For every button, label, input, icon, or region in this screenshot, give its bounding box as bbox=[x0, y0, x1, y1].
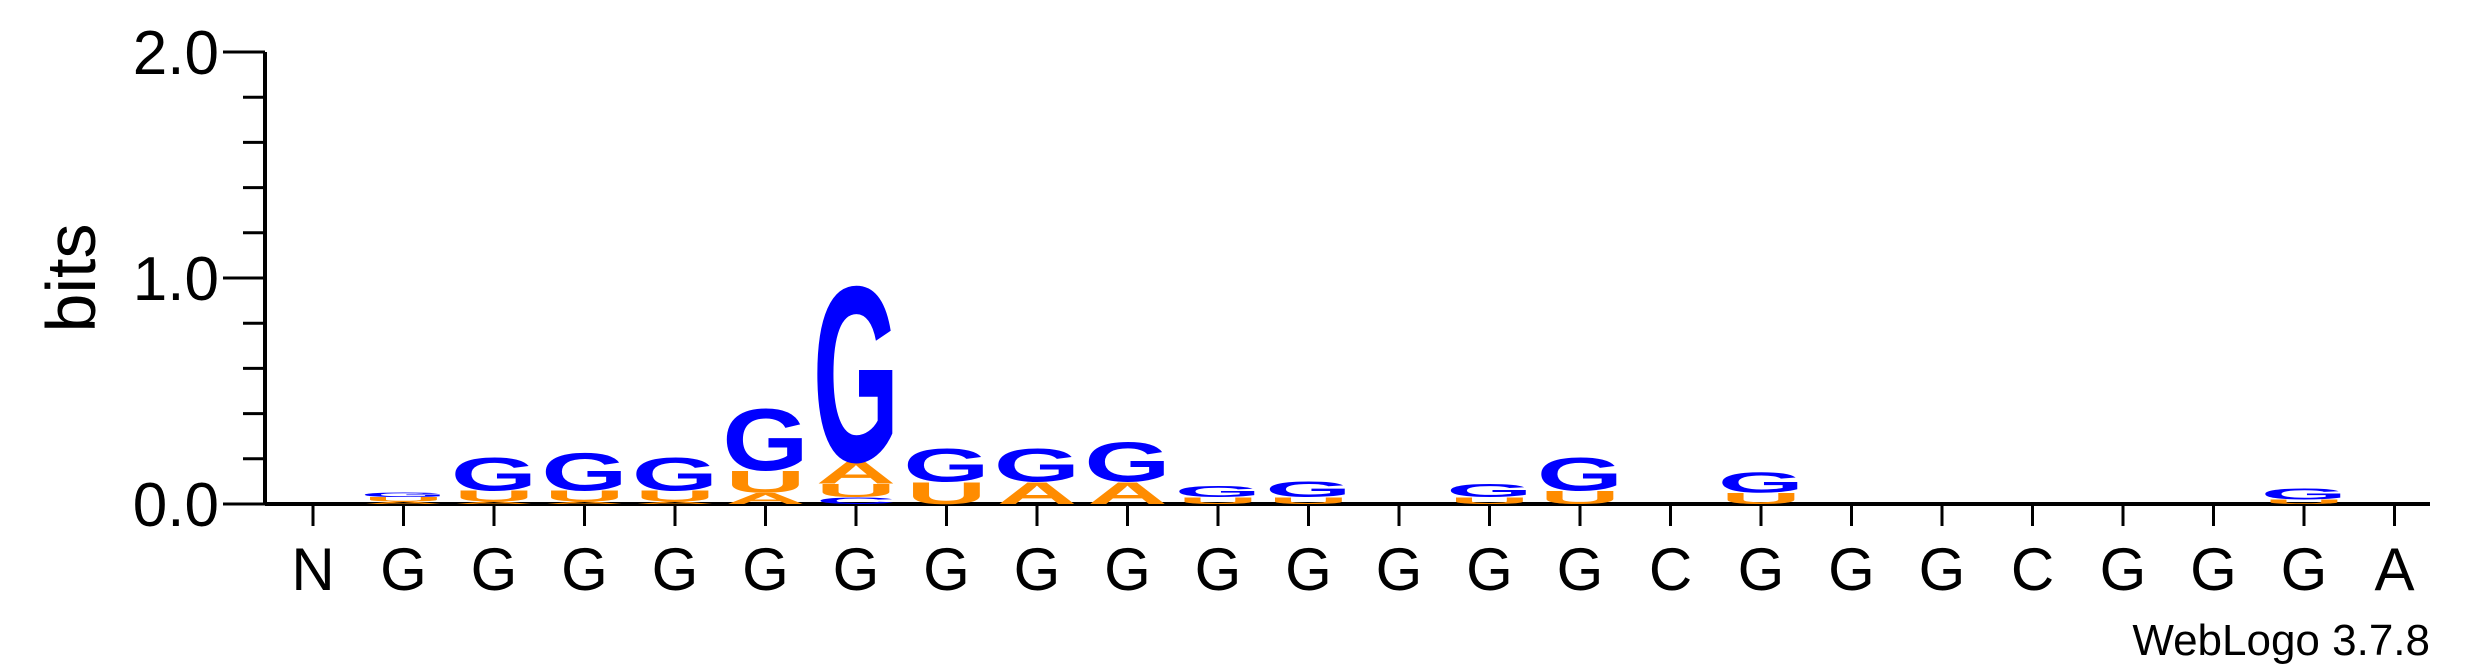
logo-letter-G: G bbox=[903, 439, 989, 491]
logo-letter-A: A bbox=[1087, 476, 1167, 511]
x-tick-label: A bbox=[2374, 536, 2414, 603]
y-tick-label: 2.0 bbox=[133, 19, 219, 88]
logo-letter-A: A bbox=[997, 476, 1077, 511]
x-tick-label: C bbox=[1649, 536, 1692, 603]
y-tick-label: 0.0 bbox=[133, 471, 219, 540]
logo-letter-U: U bbox=[1178, 496, 1258, 507]
logo-letter-U: U bbox=[816, 480, 896, 501]
logo-letter-G: G bbox=[2261, 485, 2347, 503]
logo-letter-U: U bbox=[906, 476, 986, 511]
logo-letter-A: A bbox=[816, 456, 896, 491]
x-tick-label: G bbox=[833, 536, 880, 603]
logo-letter-A: A bbox=[454, 501, 534, 505]
x-tick-label: G bbox=[1466, 536, 1513, 603]
logo-letter-G: G bbox=[632, 449, 718, 501]
x-tick-label: G bbox=[2190, 536, 2237, 603]
logo-letter-U: U bbox=[1540, 487, 1620, 508]
logo-letter-U: U bbox=[454, 487, 534, 505]
logo-letter-G: G bbox=[1084, 430, 1170, 493]
x-tick-label: G bbox=[1376, 536, 1423, 603]
x-tick-label: G bbox=[1014, 536, 1061, 603]
x-tick-label: G bbox=[561, 536, 608, 603]
logo-letter-G: G bbox=[1175, 483, 1261, 501]
logo-letter-U: U bbox=[1449, 496, 1529, 507]
x-tick-label: G bbox=[2100, 536, 2147, 603]
x-tick-label: G bbox=[1738, 536, 1785, 603]
x-tick-label: G bbox=[1104, 536, 1151, 603]
axes: 0.01.02.0N G G G G G G G G G G G G G G C G G G C G G G A bbox=[133, 19, 2430, 603]
x-tick-label: G bbox=[923, 536, 970, 603]
logo-letter-C: C bbox=[816, 496, 896, 507]
logo-letter-G: G bbox=[813, 235, 899, 516]
x-tick-label: G bbox=[652, 536, 699, 603]
logo-letter-A: A bbox=[635, 501, 715, 505]
logo-letter-U: U bbox=[363, 496, 443, 503]
logo-letter-G: G bbox=[1537, 449, 1623, 501]
x-tick-label: C bbox=[2011, 536, 2054, 603]
y-tick-label: 1.0 bbox=[133, 245, 219, 314]
x-tick-label: G bbox=[2281, 536, 2328, 603]
logo-letter-G: G bbox=[541, 443, 627, 502]
logo-letter-A: A bbox=[363, 501, 443, 505]
x-tick-label: G bbox=[742, 536, 789, 603]
logo-letter-G: G bbox=[722, 391, 808, 489]
logo-letter-U: U bbox=[1721, 490, 1801, 508]
logo-letter-G: G bbox=[1446, 480, 1532, 501]
weblogo-version: WebLogo 3.7.8 bbox=[2132, 616, 2430, 665]
logo-letter-G: G bbox=[1265, 477, 1351, 501]
logo-letter-G: G bbox=[360, 492, 446, 499]
logo-letter-U: U bbox=[1268, 496, 1348, 507]
logo-letter-U: U bbox=[725, 465, 805, 500]
logo-letter-U: U bbox=[2264, 498, 2344, 505]
x-tick-label: G bbox=[471, 536, 518, 603]
x-tick-label: G bbox=[1195, 536, 1242, 603]
x-tick-label: G bbox=[1285, 536, 1332, 603]
logo-letter-G: G bbox=[1718, 468, 1804, 499]
x-tick-label: G bbox=[1828, 536, 1875, 603]
logo-letter-U: U bbox=[635, 487, 715, 505]
logo-letter-U: U bbox=[544, 487, 624, 505]
y-axis-label: bits bbox=[32, 224, 110, 333]
logo-letter-A: A bbox=[725, 490, 805, 508]
x-tick-label: G bbox=[1919, 536, 1966, 603]
logo-letter-A: A bbox=[544, 501, 624, 505]
x-tick-label: N bbox=[291, 536, 334, 603]
logo-letter-G: G bbox=[994, 439, 1080, 491]
x-tick-label: G bbox=[380, 536, 427, 603]
x-tick-label: G bbox=[1557, 536, 1604, 603]
logo-letter-G: G bbox=[451, 449, 537, 501]
